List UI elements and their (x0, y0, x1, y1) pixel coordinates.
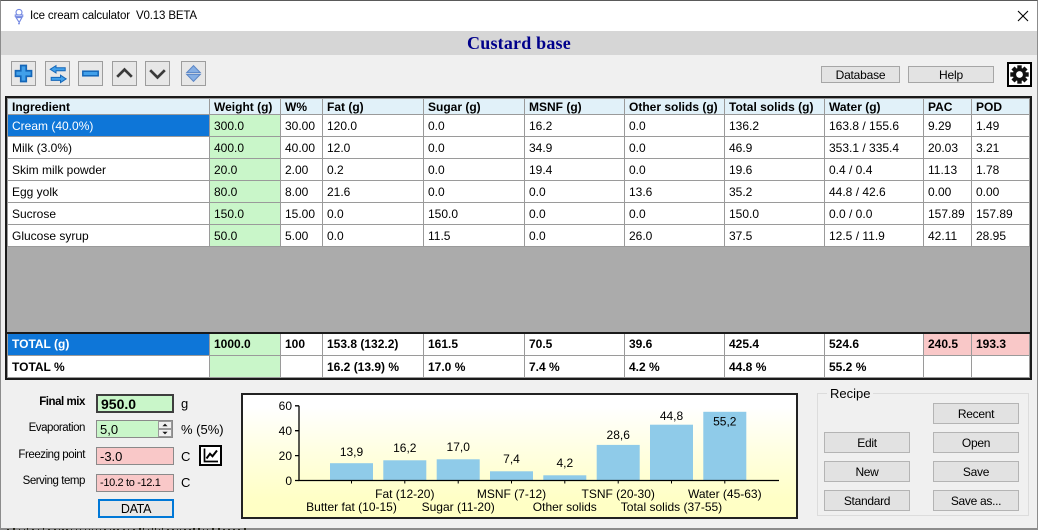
svg-text:0: 0 (285, 474, 292, 488)
svg-text:17,0: 17,0 (447, 440, 471, 454)
svg-text:MSNF (7-12): MSNF (7-12) (477, 487, 546, 501)
svg-text:44,8: 44,8 (660, 409, 684, 423)
svg-text:Fat (12-20): Fat (12-20) (375, 487, 434, 501)
svg-text:Butter fat (10-15): Butter fat (10-15) (306, 500, 397, 514)
svg-text:TSNF (20-30): TSNF (20-30) (582, 487, 655, 501)
svg-text:60: 60 (279, 399, 293, 413)
svg-text:16,2: 16,2 (393, 441, 417, 455)
svg-text:Other solids: Other solids (533, 500, 597, 514)
svg-text:28,6: 28,6 (607, 428, 631, 442)
svg-text:40: 40 (279, 424, 293, 438)
svg-text:Total solids (37-55): Total solids (37-55) (621, 500, 722, 514)
svg-text:Sugar (11-20): Sugar (11-20) (422, 500, 495, 514)
svg-text:20: 20 (279, 449, 293, 463)
svg-text:55,2: 55,2 (713, 415, 737, 429)
svg-text:13,9: 13,9 (340, 445, 364, 459)
svg-text:7,4: 7,4 (503, 452, 520, 466)
svg-text:4,2: 4,2 (556, 456, 573, 470)
svg-text:Water (45-63): Water (45-63) (688, 487, 762, 501)
